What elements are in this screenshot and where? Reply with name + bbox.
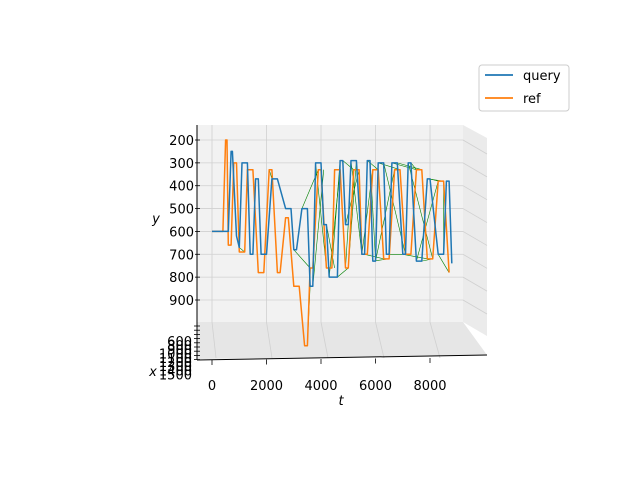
y-tick-label: 200 bbox=[169, 134, 194, 149]
grid-line-y-side bbox=[462, 208, 488, 223]
grid-line-y-side bbox=[462, 185, 488, 201]
x-tick-label: 800 bbox=[167, 339, 192, 354]
t-tick-label: 6000 bbox=[359, 379, 392, 394]
x-tick-label: 1400 bbox=[159, 364, 192, 379]
t-tick-label: 0 bbox=[208, 379, 216, 394]
alignment-link bbox=[331, 160, 341, 269]
alignment-link bbox=[345, 224, 349, 269]
series-line-query bbox=[212, 150, 453, 288]
y-tick-label: 900 bbox=[169, 294, 194, 309]
x-tick-label: 1000 bbox=[159, 348, 192, 363]
grid-line-y-side bbox=[462, 139, 488, 155]
grid-lines bbox=[197, 125, 488, 359]
grid-line-y-side bbox=[462, 253, 488, 269]
x-tick-label: 900 bbox=[167, 343, 192, 358]
t-axis-line bbox=[196, 354, 488, 361]
x-tick-label: 1200 bbox=[159, 356, 192, 371]
t-tick-label: 2000 bbox=[250, 379, 283, 394]
legend-box bbox=[478, 64, 570, 112]
grid-line-y-side bbox=[462, 299, 488, 315]
legend-label-query: query bbox=[523, 69, 561, 84]
alignment-link bbox=[364, 253, 384, 260]
alignment-link bbox=[342, 160, 354, 170]
alignment-link bbox=[391, 162, 417, 171]
axes bbox=[196, 125, 488, 361]
y-axis-label: y bbox=[151, 212, 160, 227]
grid-line-t-floor bbox=[211, 321, 217, 359]
t-tick-label: 4000 bbox=[304, 379, 337, 394]
alignment-link bbox=[293, 249, 311, 269]
alignment-link bbox=[397, 162, 422, 171]
floor-pane-face bbox=[197, 322, 487, 359]
grid-line-y-side bbox=[462, 276, 488, 292]
x-tick-label: 1100 bbox=[159, 352, 192, 367]
back-pane-face bbox=[197, 125, 463, 322]
grid-line-y-side bbox=[462, 231, 488, 246]
y-tick-label: 800 bbox=[169, 271, 194, 286]
tick-labels: 0 2000 4000 6000 800020030040050060070080090… bbox=[159, 134, 447, 394]
legend-label-ref: ref bbox=[523, 92, 541, 107]
x-axis-label: x bbox=[148, 365, 157, 380]
legend: query ref bbox=[478, 64, 570, 112]
alignment-link bbox=[437, 254, 450, 273]
t-axis-label: t bbox=[338, 394, 344, 409]
series-lines bbox=[212, 139, 453, 347]
y-tick-label: 500 bbox=[169, 203, 194, 218]
alignment-link bbox=[429, 178, 439, 182]
t-tick-label: 8000 bbox=[413, 379, 446, 394]
x-tick-label: 600 bbox=[167, 335, 192, 350]
alignment-link bbox=[416, 181, 439, 262]
y-tick-label: 400 bbox=[169, 180, 194, 195]
alignment-link bbox=[326, 224, 335, 269]
grid-line-t-floor bbox=[375, 321, 385, 359]
side-pane-face bbox=[463, 125, 487, 336]
grid-line-t-floor bbox=[266, 321, 273, 359]
grid-line-t-floor bbox=[320, 321, 329, 359]
grid-line-t-floor bbox=[429, 321, 441, 359]
y-tick-label: 600 bbox=[169, 225, 194, 240]
alignment-link bbox=[367, 160, 379, 170]
x-tick-label: 1500 bbox=[159, 369, 192, 384]
grid-line-y-side bbox=[462, 162, 488, 178]
y-tick-label: 300 bbox=[169, 157, 194, 172]
series-line-ref bbox=[212, 139, 450, 347]
alignment-link bbox=[239, 247, 245, 253]
alignment-link bbox=[410, 162, 417, 170]
alignment-link bbox=[378, 162, 401, 171]
alignment-link bbox=[337, 267, 349, 278]
x-tick-label: 1300 bbox=[159, 360, 192, 375]
y-tick-label: 700 bbox=[169, 248, 194, 263]
